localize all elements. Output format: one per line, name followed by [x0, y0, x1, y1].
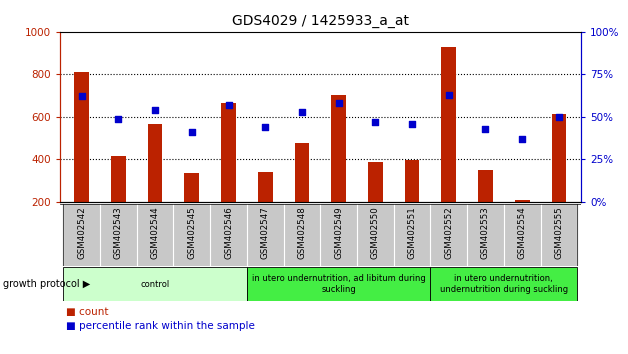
Point	[371, 119, 381, 125]
Bar	[63, 204, 100, 266]
Bar	[100, 204, 137, 266]
Point	[150, 107, 160, 113]
Title: GDS4029 / 1425933_a_at: GDS4029 / 1425933_a_at	[232, 14, 409, 28]
Bar	[221, 103, 236, 202]
Text: GSM402546: GSM402546	[224, 207, 233, 259]
Bar	[295, 143, 309, 202]
Bar	[148, 124, 163, 202]
Bar	[441, 47, 456, 202]
Text: GSM402550: GSM402550	[371, 207, 380, 259]
Point	[77, 93, 87, 99]
Point	[480, 126, 490, 132]
Bar	[137, 204, 173, 266]
Text: ■ percentile rank within the sample: ■ percentile rank within the sample	[66, 321, 255, 331]
Bar	[357, 204, 394, 266]
Text: GSM402545: GSM402545	[187, 207, 197, 259]
Text: control: control	[141, 280, 170, 289]
Bar	[111, 156, 126, 202]
Text: growth protocol ▶: growth protocol ▶	[3, 279, 90, 289]
Point	[114, 116, 124, 121]
Bar	[368, 162, 382, 202]
Text: in utero undernutrition,
undernutrition during suckling: in utero undernutrition, undernutrition …	[440, 274, 568, 294]
Bar	[430, 204, 467, 266]
Point	[444, 92, 454, 98]
Bar	[63, 267, 247, 301]
Bar	[185, 173, 199, 202]
Bar	[332, 95, 346, 202]
Point	[517, 136, 527, 142]
Bar	[478, 170, 493, 202]
Text: GSM402549: GSM402549	[334, 207, 343, 259]
Point	[224, 102, 234, 108]
Bar	[504, 204, 541, 266]
Point	[407, 121, 417, 126]
Point	[554, 114, 564, 120]
Bar	[551, 114, 566, 202]
Point	[297, 109, 307, 115]
Bar	[404, 160, 420, 202]
Text: GSM402542: GSM402542	[77, 207, 86, 259]
Bar	[210, 204, 247, 266]
Point	[333, 101, 344, 106]
Bar	[258, 172, 273, 202]
Bar	[284, 204, 320, 266]
Text: GSM402544: GSM402544	[151, 207, 160, 259]
Text: ■ count: ■ count	[66, 307, 109, 316]
Text: GSM402554: GSM402554	[517, 207, 527, 259]
Bar	[320, 204, 357, 266]
Bar	[247, 204, 284, 266]
Bar	[247, 267, 430, 301]
Point	[187, 129, 197, 135]
Bar	[394, 204, 430, 266]
Point	[260, 124, 270, 130]
Bar	[74, 72, 89, 202]
Text: GSM402548: GSM402548	[298, 207, 306, 259]
Text: GSM402551: GSM402551	[408, 207, 416, 259]
Text: GSM402552: GSM402552	[444, 207, 453, 259]
Bar	[515, 200, 529, 202]
Text: GSM402553: GSM402553	[481, 207, 490, 259]
Bar	[467, 204, 504, 266]
Text: in utero undernutrition, ad libitum during
suckling: in utero undernutrition, ad libitum duri…	[252, 274, 426, 294]
Text: GSM402555: GSM402555	[555, 207, 563, 259]
Bar	[541, 204, 577, 266]
Bar	[173, 204, 210, 266]
Text: GSM402543: GSM402543	[114, 207, 123, 259]
Text: GSM402547: GSM402547	[261, 207, 269, 259]
Bar	[430, 267, 577, 301]
